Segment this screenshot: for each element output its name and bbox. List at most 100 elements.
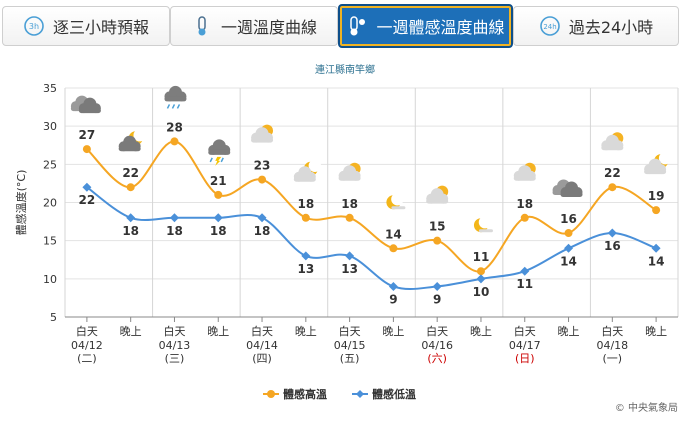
low-data-label: 14	[648, 254, 665, 268]
high-point	[214, 190, 223, 199]
svg-text:24h: 24h	[543, 23, 556, 31]
cloud-part	[513, 175, 536, 181]
x-tick-period-label: 晚上	[295, 325, 317, 338]
x-tick-weekday-label: (六)	[427, 352, 447, 365]
cloud-part	[293, 176, 316, 182]
high-point	[389, 244, 398, 253]
cloud-part	[644, 169, 667, 175]
x-tick-period-label: 晚上	[382, 325, 404, 338]
tab-bar: 3h 逐三小時預報 一週溫度曲線 一週體感溫度曲線 24h 過去24小時	[2, 4, 683, 48]
clear-night-icon	[473, 216, 493, 233]
low-point	[345, 251, 355, 261]
x-tick-weekday-label: (三)	[165, 352, 185, 365]
x-tick-weekday-label: (五)	[340, 352, 360, 365]
cloud-part	[601, 145, 624, 151]
moon-part	[658, 151, 672, 165]
feels-like-chart: 連江縣南竿鄉 5 10 15 20 25 30 35 體感溫度(°C) 白天 04/12 (二) 晚…	[0, 55, 685, 418]
moon-part	[308, 159, 322, 172]
tab-past-24-hours[interactable]: 24h 過去24小時	[513, 6, 679, 46]
x-tick-period-label: 晚上	[470, 325, 492, 338]
y-tick-label: 30	[43, 120, 57, 133]
partly-cloudy-day-icon	[251, 124, 274, 143]
rain-drop	[171, 104, 176, 109]
high-point	[345, 213, 354, 222]
rain-drop	[220, 157, 224, 163]
thunder-rain-icon	[208, 139, 231, 166]
x-tick-period-label: 白天	[514, 324, 536, 338]
high-data-label: 18	[341, 197, 358, 211]
cloudy-icon	[70, 95, 101, 114]
tab-week-feels-like[interactable]: 一週體感溫度曲線	[338, 4, 513, 48]
cloud-part	[338, 175, 361, 181]
high-point	[652, 206, 661, 215]
low-point	[651, 243, 661, 253]
low-data-label: 16	[604, 239, 621, 253]
low-point	[257, 213, 267, 223]
x-tick-date-label: 04/17	[509, 339, 541, 352]
moon-part	[478, 216, 492, 229]
low-point	[564, 243, 574, 253]
legend-swatch-marker	[356, 390, 364, 398]
rain-drop	[209, 157, 213, 163]
past-24h-icon: 24h	[539, 15, 561, 37]
low-point	[301, 251, 311, 261]
y-tick-label: 10	[43, 273, 57, 286]
x-tick-date-label: 04/15	[334, 339, 366, 352]
low-data-label: 13	[297, 262, 314, 276]
cloud-part	[208, 149, 231, 155]
legend-swatch-marker	[267, 390, 275, 398]
partly-cloudy-day-icon	[513, 162, 536, 181]
high-data-label: 15	[429, 220, 446, 234]
moon-part	[391, 193, 404, 206]
x-tick-date-label: 04/16	[421, 339, 453, 352]
tab-label: 一週體感溫度曲線	[376, 18, 505, 37]
x-tick-period-label: 晚上	[207, 325, 229, 338]
cloud-part	[164, 96, 187, 102]
three-hour-icon: 3h	[23, 15, 45, 37]
cloud-part	[426, 198, 449, 204]
low-data-label: 18	[122, 224, 139, 238]
low-point	[213, 213, 223, 223]
x-tick-period-label: 白天	[163, 324, 185, 338]
low-data-label: 9	[389, 292, 397, 306]
series-line-high	[86, 140, 657, 273]
x-tick-date-label: 04/12	[71, 339, 103, 352]
cloudy-icon	[552, 179, 583, 198]
y-tick-label: 5	[50, 311, 57, 324]
x-tick-period-label: 白天	[251, 324, 273, 338]
credit-text: © 中央氣象局	[615, 401, 678, 414]
y-axis-label: 體感溫度(°C)	[14, 170, 28, 236]
cloud-part	[251, 137, 274, 143]
legend-label[interactable]: 體感低溫	[372, 387, 416, 401]
low-data-label: 10	[473, 285, 490, 299]
x-tick-period-label: 白天	[601, 324, 623, 338]
high-point	[126, 183, 135, 192]
feels-like-thermometer-icon	[346, 15, 368, 37]
low-data-label: 18	[166, 224, 183, 238]
high-point	[301, 213, 310, 222]
tab-week-temperature[interactable]: 一週溫度曲線	[170, 6, 338, 46]
high-data-label: 23	[254, 159, 271, 173]
x-tick-date-label: 04/18	[596, 339, 628, 352]
x-tick-weekday-label: (四)	[252, 352, 272, 365]
high-data-label: 14	[385, 227, 402, 241]
high-data-label: 18	[516, 197, 533, 211]
low-point	[476, 274, 486, 284]
high-point	[82, 145, 91, 154]
high-point	[433, 236, 442, 245]
high-point	[170, 137, 179, 146]
high-data-label: 22	[604, 166, 621, 180]
low-point	[432, 281, 442, 291]
tab-label: 過去24小時	[568, 18, 654, 37]
haze-part	[478, 229, 493, 233]
high-point	[520, 213, 529, 222]
tab-three-hour-forecast[interactable]: 3h 逐三小時預報	[2, 6, 170, 46]
rain-cloud-icon	[164, 85, 187, 109]
x-tick-weekday-label: (一)	[603, 352, 623, 365]
high-data-label: 18	[297, 197, 314, 211]
chart-title: 連江縣南竿鄉	[315, 63, 375, 76]
high-data-label: 19	[648, 189, 665, 203]
legend-label[interactable]: 體感高溫	[283, 387, 327, 401]
x-tick-date-label: 04/13	[159, 339, 191, 352]
